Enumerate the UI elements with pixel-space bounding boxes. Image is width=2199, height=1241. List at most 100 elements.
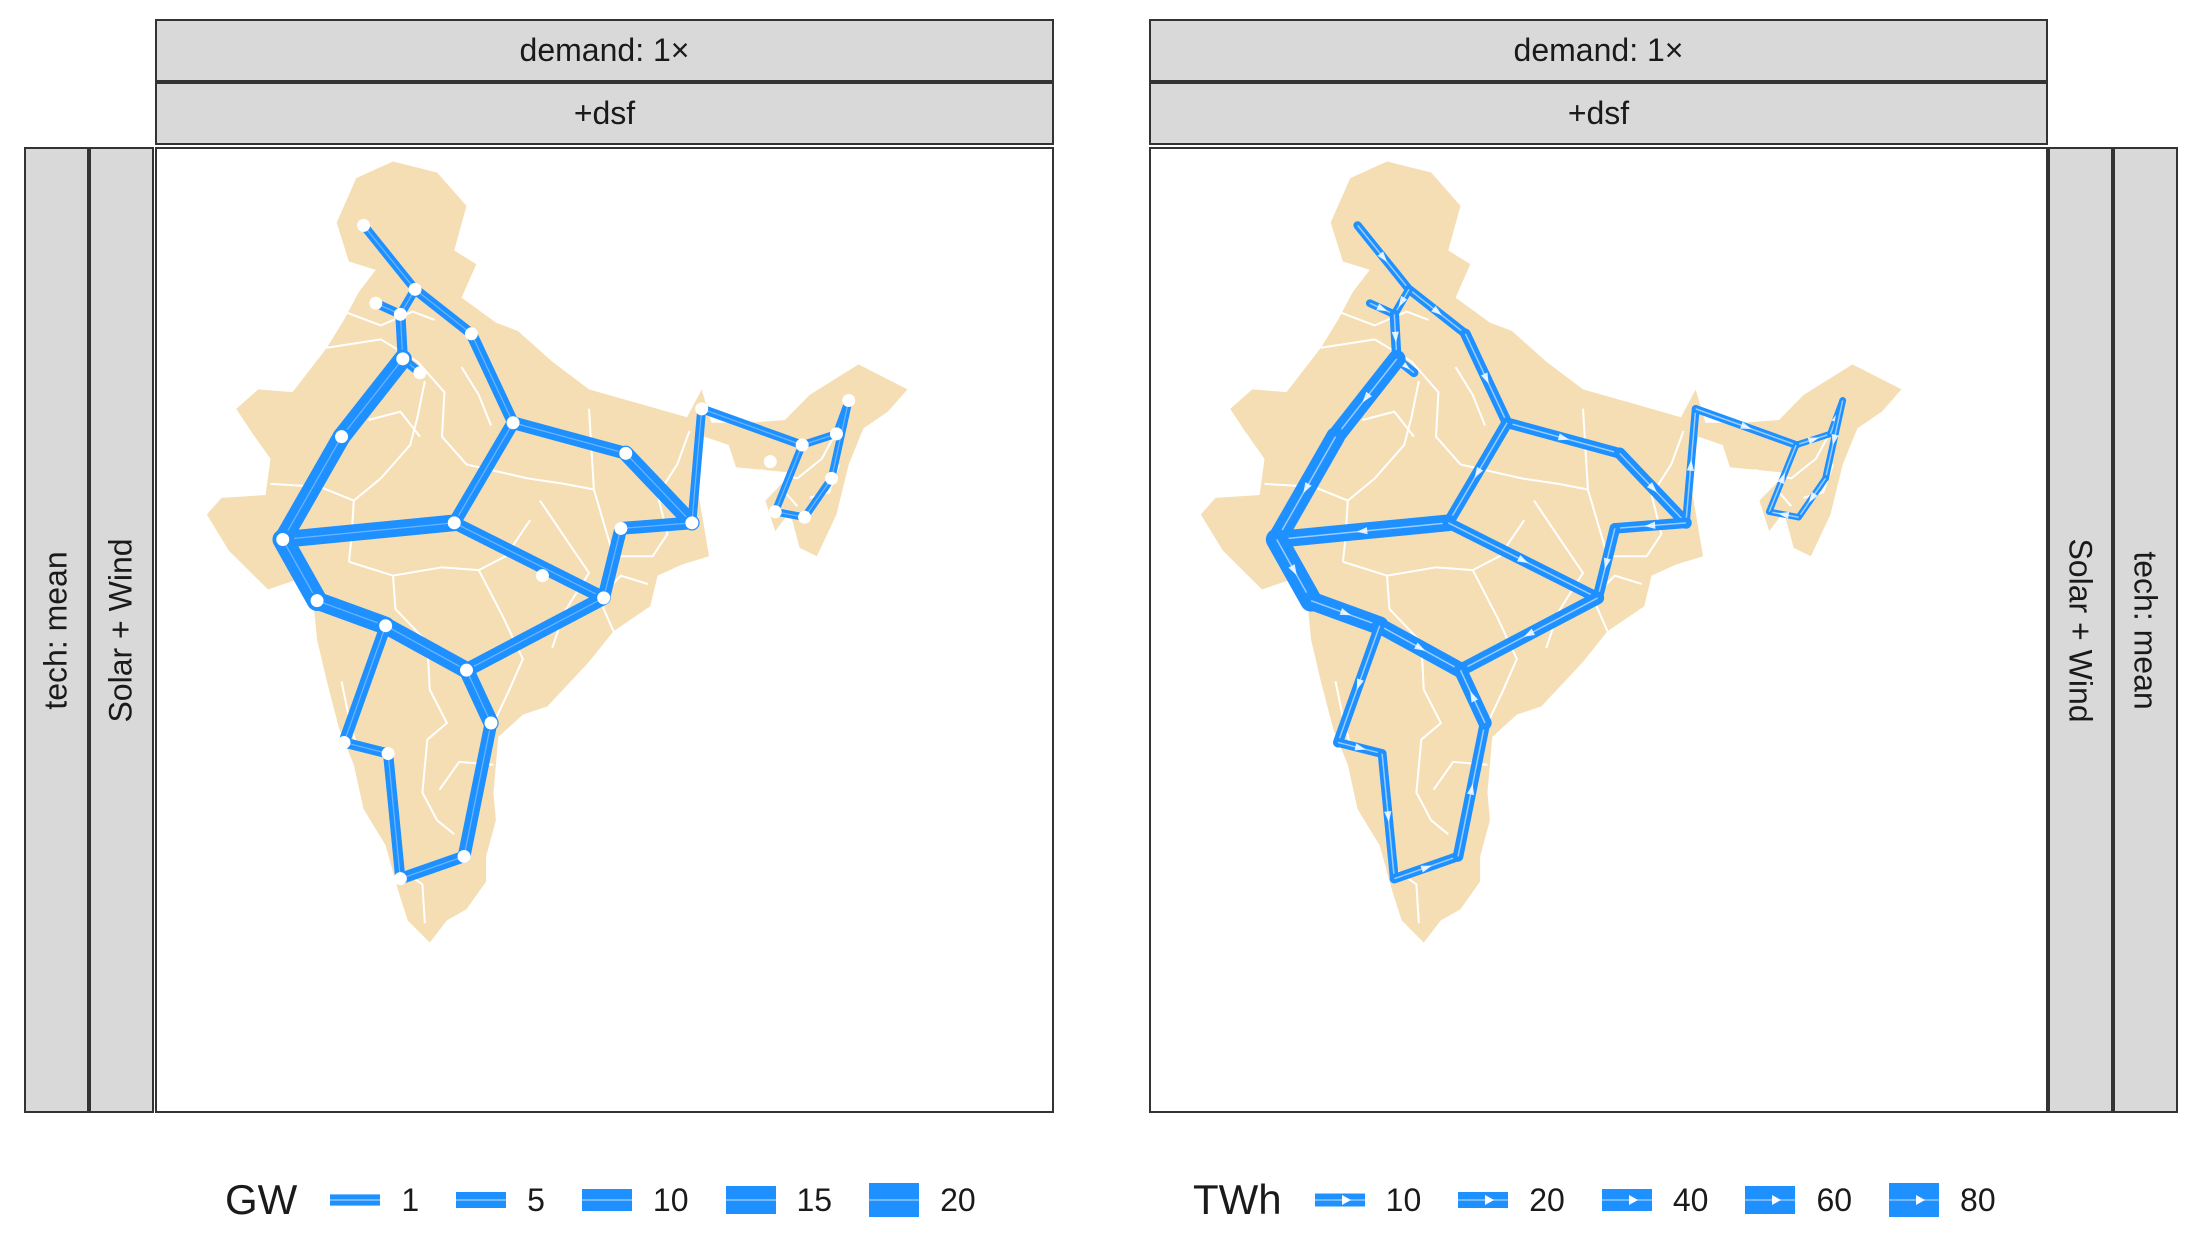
capacity-line-BR-WB: [618, 445, 700, 531]
capacity-line-WB-JH: [614, 516, 699, 535]
legend-twh-key: 60: [1742, 1180, 1852, 1220]
facet-label-tech-right: tech: mean: [2128, 550, 2164, 710]
legend-gw-key: 10: [579, 1180, 689, 1220]
capacity-line-highlight: [282, 522, 455, 541]
node-UP: [506, 416, 520, 430]
legend-twh-swatch: [1458, 1192, 1509, 1208]
node-J&K: [357, 218, 371, 232]
node-MN: [825, 471, 839, 485]
state-border: [1454, 366, 1486, 426]
state-border: [1386, 575, 1449, 835]
flow-arrow: [1376, 303, 1388, 312]
flow-arrow: [1557, 433, 1570, 441]
capacity-line-highlight: [470, 333, 514, 424]
capacity-line-KL-TN: [394, 850, 470, 885]
capacity-line-HP-UK: [409, 284, 477, 339]
flow-arrow: [1362, 391, 1372, 403]
node-MH: [379, 619, 393, 633]
node-TR: [768, 505, 782, 519]
flow-arrow: [1777, 472, 1785, 485]
capacity-line-OD-TG: [459, 590, 611, 678]
flow-arrow: [1644, 521, 1656, 529]
legend-twh-label: 80: [1960, 1181, 1996, 1218]
capacity-line-HR-RJ: [332, 349, 412, 446]
state-border: [1754, 422, 1837, 480]
state-border: [477, 569, 524, 729]
legend-gw-label: 10: [652, 1181, 689, 1218]
legend-twh-key: 20: [1455, 1180, 1565, 1220]
india-landmass: [1200, 161, 1902, 943]
capacity-line-highlight: [387, 753, 401, 879]
node-TN: [457, 849, 471, 863]
capacity-line-MN-MZ: [800, 474, 836, 522]
node-PB2: [393, 307, 407, 321]
node-TG: [460, 663, 473, 677]
capacity-line-highlight: [453, 522, 604, 599]
legend-gw-swatch: [330, 1194, 381, 1206]
flow-arrow: [1646, 482, 1657, 493]
flow-arrow: [1467, 783, 1475, 796]
flow-arrow: [1356, 527, 1368, 535]
capacity-line-highlight: [465, 669, 492, 724]
legend-gw-label: 20: [940, 1181, 976, 1218]
capacity-line-AR-MN: [827, 396, 853, 483]
legend-gw-swatch: [456, 1192, 507, 1208]
facet-strip-tech-left: tech: mean: [24, 147, 89, 1113]
legend-twh-swatch: [1745, 1186, 1796, 1214]
node-PB: [369, 296, 383, 310]
legend-twh-swatch-arrow: [1628, 1195, 1638, 1205]
legend-gw-key: 20: [866, 1180, 976, 1220]
facet-strip-tech-right: tech: mean: [2113, 147, 2178, 1113]
capacity-line-highlight: [343, 625, 387, 743]
state-border: [1320, 338, 1589, 491]
capacity-line-highlight: [414, 288, 472, 335]
capacity-line-highlight: [385, 625, 467, 671]
facet-strip-dsf-right: +dsf: [1149, 82, 2048, 145]
capacity-line-UK-UP: [465, 328, 519, 429]
capacity-line-highlight: [830, 400, 850, 479]
capacity-line-GJ-DD: [272, 529, 328, 611]
state-border: [460, 366, 492, 426]
facet-label-dsf-left: +dsf: [573, 95, 636, 131]
capacity-map: [206, 161, 908, 943]
node-HP: [408, 282, 422, 296]
facet-strip-demand-left: demand: 1×: [155, 19, 1054, 82]
capacity-line-highlight: [774, 444, 803, 512]
legend-twh-label: 10: [1385, 1181, 1422, 1218]
facet-strip-scenario-right: Solar + Wind: [2048, 147, 2113, 1113]
capacity-line-highlight: [625, 452, 693, 524]
facet-strip-dsf-left: +dsf: [155, 82, 1054, 145]
state-border: [1362, 410, 1415, 438]
map-panel-right: [1149, 147, 2048, 1113]
capacity-line-KA-KL: [383, 748, 406, 884]
map-panel-left: [155, 147, 1054, 1113]
capacity-line-highlight: [316, 600, 386, 627]
facet-label-demand-right: demand: 1×: [1513, 32, 1684, 68]
legend-gw-label: 1: [401, 1181, 420, 1218]
capacity-line-highlight: [341, 358, 404, 438]
node-JH: [614, 521, 628, 535]
facet-strip-demand-right: demand: 1×: [1149, 19, 2048, 82]
capacity-line-RJ-GJ: [273, 427, 351, 549]
legend-twh-swatch-arrow: [1772, 1195, 1782, 1205]
legend-gw-swatch: [869, 1183, 920, 1217]
capacity-line-MP-OD: [447, 516, 611, 605]
facet-label-demand-left: demand: 1×: [519, 32, 690, 68]
legend-gw-swatch: [581, 1189, 632, 1211]
capacity-line-highlight: [400, 855, 465, 880]
node-NL: [829, 427, 843, 441]
node-SK: [695, 402, 709, 416]
capacity-line-highlight: [463, 722, 492, 857]
node-ML: [763, 455, 777, 469]
legend-twh-key: 10: [1312, 1180, 1422, 1220]
node-KL: [393, 872, 407, 886]
capacity-line-highlight: [363, 225, 416, 290]
india-landmass: [206, 161, 908, 943]
facet-label-dsf-right: +dsf: [1567, 95, 1630, 131]
capacity-line-GA-KA: [338, 737, 394, 759]
flow-arrow: [1303, 482, 1312, 494]
flow-arrow: [1523, 628, 1536, 637]
node-KA: [381, 747, 395, 761]
capacity-line-SK-AS: [697, 404, 807, 450]
node-AP: [484, 716, 498, 730]
